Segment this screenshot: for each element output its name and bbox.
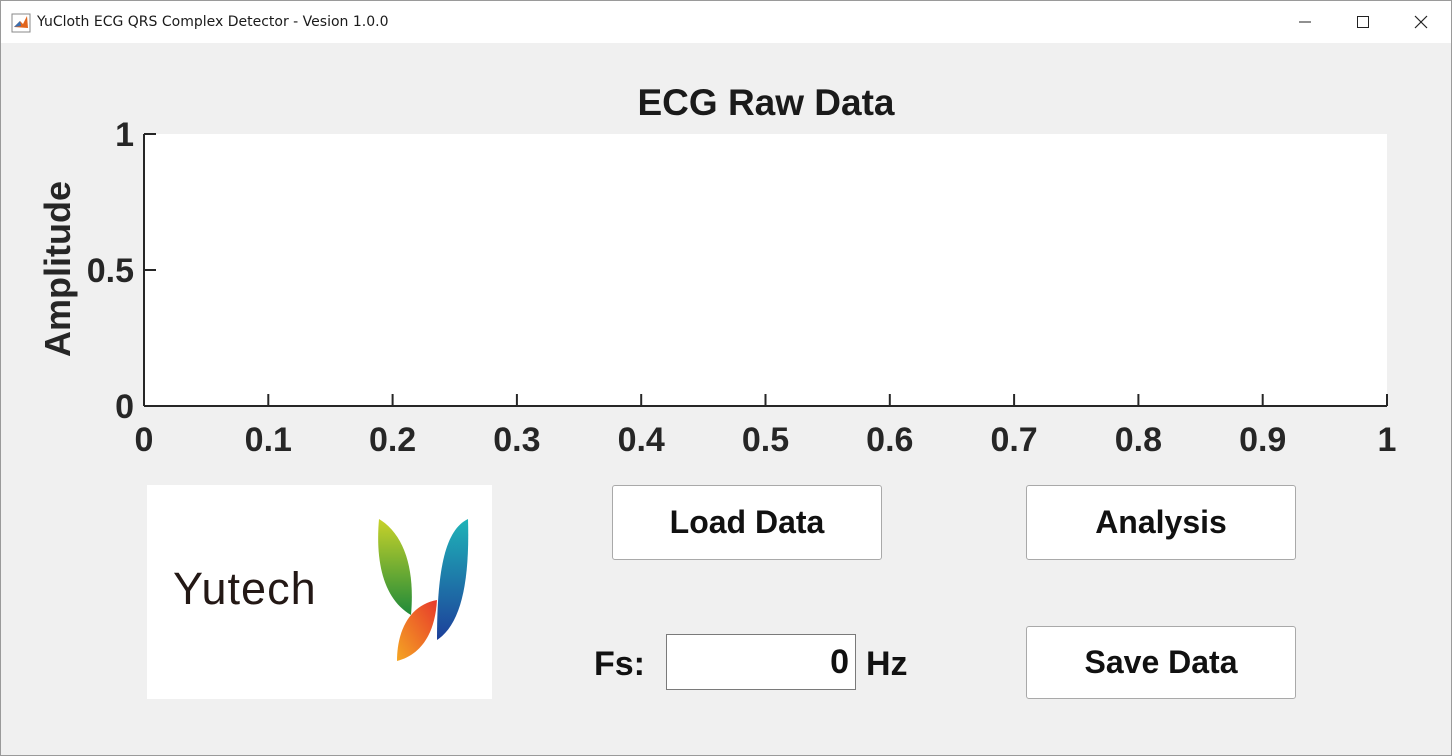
- maximize-button[interactable]: [1334, 1, 1392, 43]
- y-tick-label: 0: [115, 388, 134, 426]
- yutech-logo: Yutech: [147, 485, 492, 699]
- title-bar[interactable]: YuCloth ECG QRS Complex Detector - Vesio…: [1, 1, 1451, 43]
- x-tick-label: 0.8: [1115, 421, 1162, 459]
- hz-unit-label: Hz: [866, 645, 908, 683]
- x-tick-label: 0: [135, 421, 154, 459]
- chart-title: ECG Raw Data: [637, 82, 895, 123]
- close-button[interactable]: [1392, 1, 1450, 43]
- ecg-plot[interactable]: 0 0.1 0.2 0.3 0.4 0.5 0.6 0.7 0.8 0.9 1 0 0.5 1: [0, 0, 1452, 480]
- minimize-button[interactable]: [1276, 1, 1334, 43]
- plot-area[interactable]: [144, 134, 1387, 406]
- x-tick-label: 0.2: [369, 421, 416, 459]
- close-icon: [1414, 15, 1428, 29]
- logo-text: Yutech: [173, 563, 317, 614]
- matlab-icon: [11, 13, 31, 33]
- maximize-icon: [1357, 16, 1369, 28]
- x-tick-label: 0.7: [990, 421, 1037, 459]
- x-tick-label: 0.9: [1239, 421, 1286, 459]
- x-tick-label: 0.1: [245, 421, 292, 459]
- analysis-button[interactable]: Analysis: [1026, 485, 1296, 560]
- y-tick-label: 0.5: [87, 252, 134, 290]
- x-tick-label: 0.5: [742, 421, 789, 459]
- save-data-button[interactable]: Save Data: [1026, 626, 1296, 699]
- x-tick-label: 1: [1378, 421, 1397, 459]
- leaf-logo-icon: [378, 519, 469, 661]
- y-tick-label: 1: [115, 116, 134, 154]
- x-tick-label: 0.4: [618, 421, 665, 459]
- x-tick-label: 0.3: [493, 421, 540, 459]
- window-title: YuCloth ECG QRS Complex Detector - Vesio…: [37, 14, 389, 30]
- sampling-frequency-input[interactable]: [666, 634, 856, 690]
- load-data-button[interactable]: Load Data: [612, 485, 882, 560]
- x-tick-label: 0.6: [866, 421, 913, 459]
- fs-label: Fs:: [594, 645, 645, 683]
- minimize-icon: [1299, 21, 1311, 23]
